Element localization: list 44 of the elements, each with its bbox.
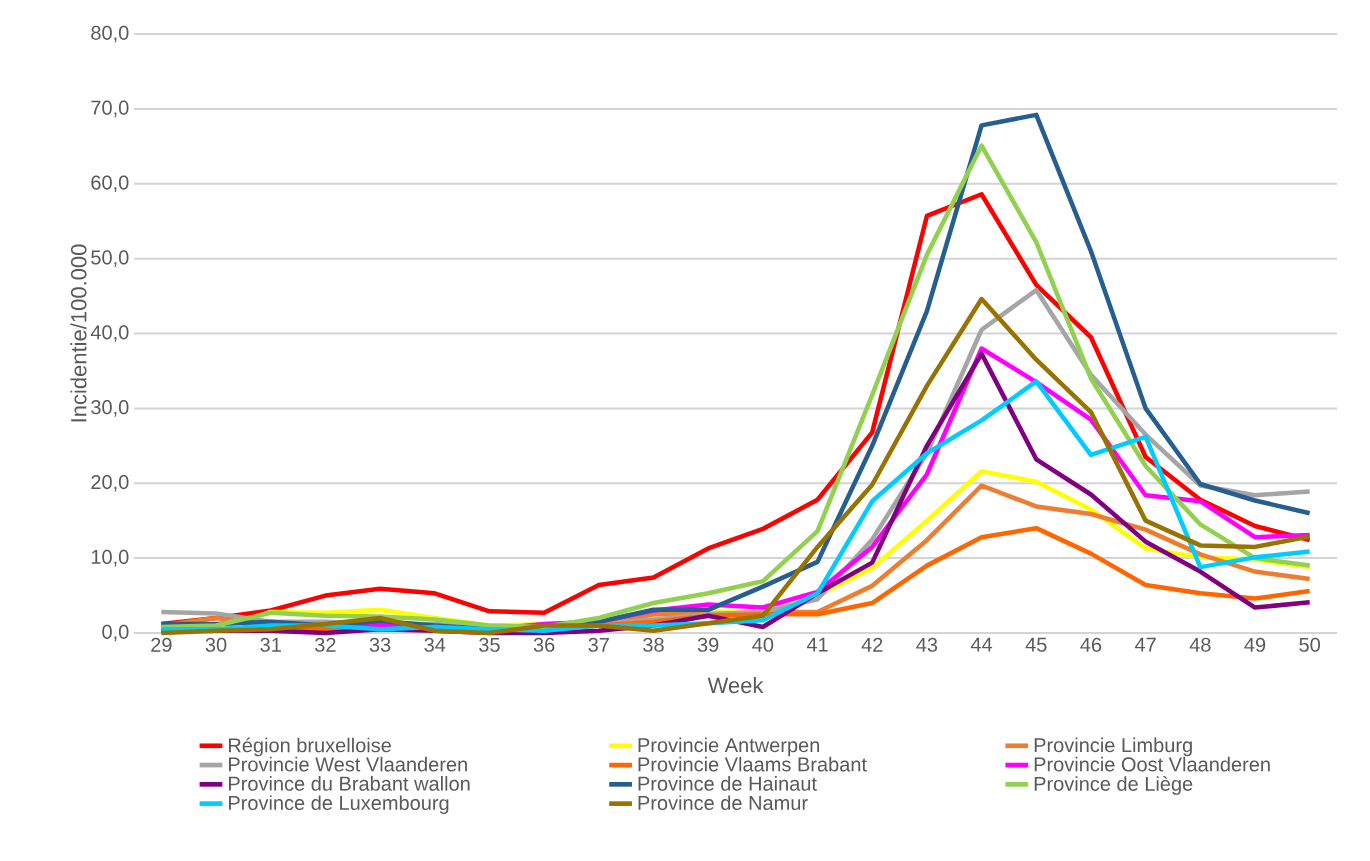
y-tick-label: 70,0	[91, 100, 129, 118]
x-tick-label: 39	[697, 637, 719, 652]
y-tick-label: 10,0	[91, 549, 129, 567]
y-tick-label: 30,0	[91, 400, 129, 417]
y-tick-label: 60,0	[91, 175, 129, 193]
x-tick-label: 40	[752, 637, 774, 652]
x-tick-label: 49	[1244, 637, 1266, 652]
x-tick-label: 35	[479, 637, 500, 652]
x-tick-label: 38	[643, 637, 664, 652]
legend-label: Province du Brabant wallon	[229, 776, 470, 791]
legend-label: Province de Liège	[1034, 775, 1193, 795]
legend-label: Province de Luxembourg	[229, 795, 449, 815]
x-tick-label: 30	[205, 637, 227, 652]
x-tick-label: 46	[1080, 637, 1102, 652]
x-axis-title: Week	[707, 677, 764, 694]
x-tick-label: 34	[424, 637, 446, 652]
y-tick-label: 40,0	[90, 325, 129, 342]
y-tick-label: 0,0	[102, 624, 129, 642]
x-tick-label: 45	[1025, 637, 1047, 652]
x-tick-label: 43	[916, 637, 938, 652]
x-tick-label: 31	[260, 637, 281, 652]
legend-label: Province de Namur	[638, 795, 808, 811]
legend-label: Provincie West Vlaanderen	[229, 756, 467, 772]
legend-label: Région bruxelloise	[229, 737, 391, 757]
legend-label: Provincie Vlaams Brabant	[638, 756, 867, 772]
x-tick-label: 47	[1134, 637, 1156, 652]
y-tick-label: 20,0	[91, 474, 129, 492]
legend-label: Provincie Antwerpen	[638, 737, 820, 757]
x-tick-label: 29	[151, 637, 172, 652]
x-tick-label: 37	[588, 637, 609, 652]
y-tick-label: 50,0	[91, 250, 129, 267]
y-tick-label: 80,0	[91, 25, 129, 43]
x-tick-label: 32	[315, 637, 336, 652]
legend-label: Province de Hainaut	[638, 776, 817, 791]
x-tick-label: 48	[1189, 637, 1211, 652]
legend-label: Provincie Oost Vlaanderen	[1034, 756, 1270, 772]
x-tick-label: 33	[369, 637, 391, 652]
x-tick-label: 42	[861, 637, 883, 652]
y-axis-title: Incidentie/100.000	[70, 244, 87, 422]
x-tick-label: 41	[806, 637, 828, 652]
x-tick-label: 36	[533, 637, 555, 652]
legend-label: Provincie Limburg	[1034, 737, 1192, 757]
x-tick-label: 50	[1299, 637, 1320, 652]
x-tick-label: 44	[970, 637, 993, 652]
